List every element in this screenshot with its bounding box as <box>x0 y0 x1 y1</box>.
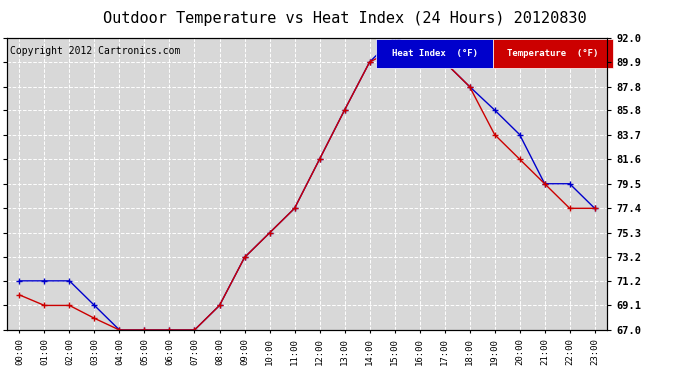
Text: Copyright 2012 Cartronics.com: Copyright 2012 Cartronics.com <box>10 46 180 56</box>
Text: Outdoor Temperature vs Heat Index (24 Hours) 20120830: Outdoor Temperature vs Heat Index (24 Ho… <box>104 11 586 26</box>
Text: Temperature  (°F): Temperature (°F) <box>507 49 599 58</box>
FancyBboxPatch shape <box>376 39 493 68</box>
FancyBboxPatch shape <box>493 39 613 68</box>
Text: Heat Index  (°F): Heat Index (°F) <box>392 49 477 58</box>
